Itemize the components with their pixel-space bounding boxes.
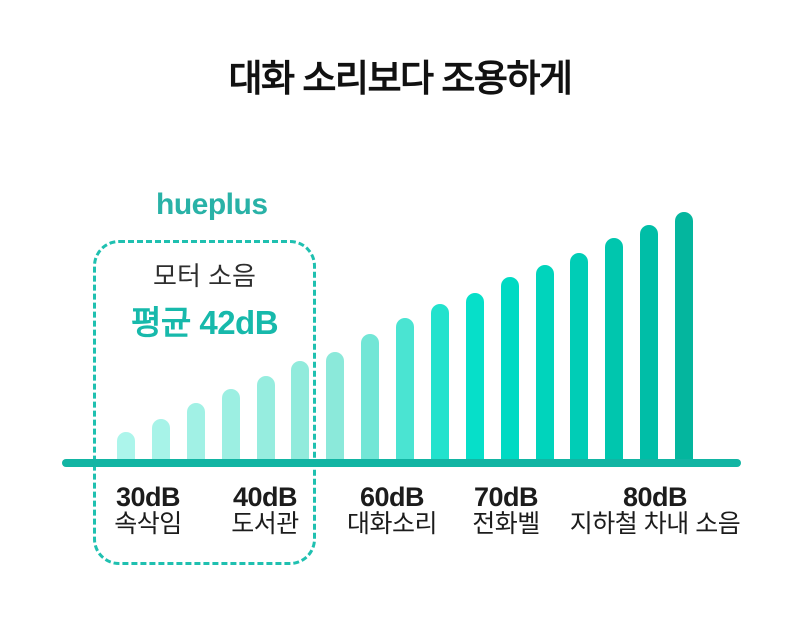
hueplus-logo: hueplus — [156, 188, 268, 221]
bar — [570, 253, 588, 460]
motor-noise-annotation-box: 모터 소음 평균 42dB — [93, 240, 316, 565]
x-axis-label-db: 80dB — [622, 482, 688, 512]
x-axis-label-desc: 도서관 — [231, 510, 299, 538]
page-title: 대화 소리보다 조용하게 — [228, 58, 573, 99]
x-axis-label: 30dB 속삭임 — [114, 484, 182, 538]
bar — [152, 419, 170, 460]
x-axis-label-desc: 전화벨 — [472, 510, 540, 538]
bar — [605, 238, 623, 460]
bar — [291, 361, 309, 460]
x-axis-label-desc: 지하철 차내 소음 — [569, 510, 741, 538]
bar — [187, 403, 205, 460]
bar — [431, 304, 449, 460]
bar — [222, 389, 240, 460]
x-axis-label-desc: 속삭임 — [114, 510, 182, 538]
x-axis-label-db: 70dB — [473, 482, 539, 512]
bar — [501, 277, 519, 460]
x-axis-line — [62, 459, 741, 467]
bar — [396, 318, 414, 460]
bar — [536, 265, 554, 460]
x-axis-label: 70dB 전화벨 — [472, 484, 540, 538]
x-axis-label-db: 30dB — [115, 482, 181, 512]
x-axis-label: 80dB 지하철 차내 소음 — [569, 482, 741, 538]
bar — [466, 293, 484, 460]
x-axis-label: 60dB 대화소리 — [346, 482, 438, 538]
bar — [675, 212, 693, 460]
bar — [361, 334, 379, 460]
bar — [326, 352, 344, 460]
bar — [117, 432, 135, 460]
x-axis-label-db: 40dB — [232, 482, 298, 512]
annotation-value: 평균 42dB — [130, 304, 279, 341]
annotation-label: 모터 소음 — [153, 261, 256, 291]
bar — [640, 225, 658, 460]
x-axis-label-db: 60dB — [359, 482, 425, 512]
x-axis-label-desc: 대화소리 — [346, 510, 438, 538]
bar — [257, 376, 275, 460]
x-axis-label: 40dB 도서관 — [231, 484, 299, 538]
